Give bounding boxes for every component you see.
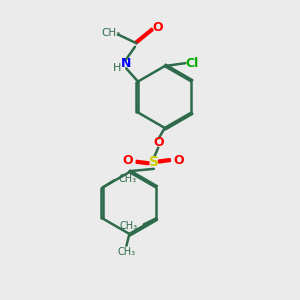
Text: O: O	[173, 154, 184, 167]
Text: CH₃: CH₃	[101, 28, 121, 38]
Text: O: O	[153, 136, 164, 149]
Text: CH₃: CH₃	[117, 247, 136, 257]
Text: CH₃: CH₃	[119, 174, 137, 184]
Text: O: O	[153, 21, 163, 34]
Text: H: H	[112, 63, 121, 73]
Text: S: S	[149, 155, 159, 170]
Text: N: N	[120, 57, 131, 70]
Text: CH₃: CH₃	[120, 221, 138, 231]
Text: O: O	[123, 154, 133, 167]
Text: Cl: Cl	[185, 57, 199, 70]
